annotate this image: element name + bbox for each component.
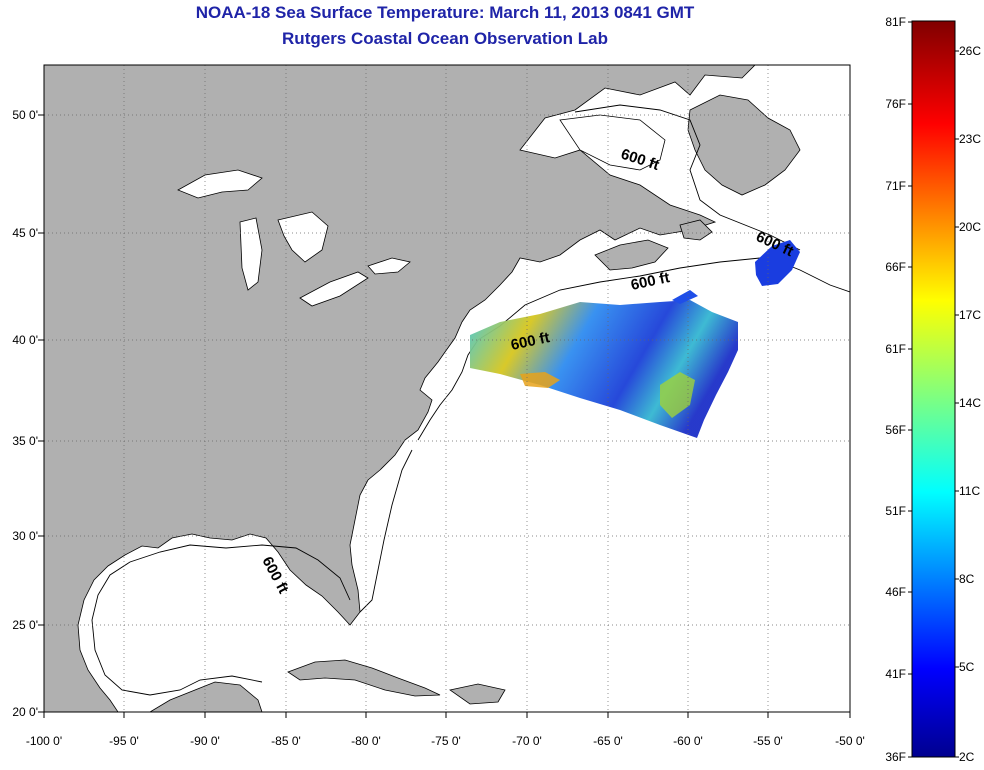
- colorbar-c-label: 2C: [959, 750, 975, 764]
- colorbar-c-label: 20C: [959, 220, 981, 234]
- map-subtitle: Rutgers Coastal Ocean Observation Lab: [282, 29, 608, 48]
- lat-tick-label: 50 0': [12, 108, 38, 122]
- colorbar-f-label: 61F: [885, 342, 906, 356]
- lon-tick-label: -90 0': [190, 734, 220, 748]
- colorbar-c-label: 8C: [959, 572, 975, 586]
- colorbar-c-label: 5C: [959, 660, 975, 674]
- lon-tick-label: -50 0': [835, 734, 865, 748]
- lon-tick-label: -80 0': [351, 734, 381, 748]
- colorbar-celsius-labels: 26C 23C 20C 17C 14C 11C 8C 5C 2C: [955, 44, 981, 764]
- sst-patch-newfoundland: [755, 240, 800, 286]
- lon-tick-label: -55 0': [753, 734, 783, 748]
- lon-tick-label: -95 0': [109, 734, 139, 748]
- lake-superior: [177, 169, 263, 199]
- north-america-land: [44, 65, 756, 712]
- colorbar-f-label: 76F: [885, 97, 906, 111]
- lat-tick-label: 25 0': [12, 618, 38, 632]
- contour-line-florida: [359, 449, 413, 613]
- st-lawrence-gulf: [559, 114, 666, 171]
- contour-line-gulf-stlawrence: [574, 104, 801, 251]
- colorbar: [911, 20, 956, 758]
- lat-tick-label: 30 0': [12, 529, 38, 543]
- colorbar-f-label: 36F: [885, 750, 906, 764]
- colorbar-c-label: 11C: [959, 484, 980, 498]
- longitude-tick-labels: -100 0' -95 0' -90 0' -85 0' -80 0' -75 0' -70…: [26, 712, 865, 748]
- lon-tick-label: -85 0': [271, 734, 301, 748]
- lake-erie: [299, 271, 369, 307]
- sst-warm-patch: [520, 372, 560, 388]
- lat-tick-label: 45 0': [12, 226, 38, 240]
- hispaniola-land: [449, 683, 506, 705]
- colorbar-f-label: 56F: [885, 423, 906, 437]
- colorbar-c-label: 23C: [959, 132, 981, 146]
- lon-tick-label: -75 0': [431, 734, 461, 748]
- colorbar-c-label: 17C: [959, 308, 981, 322]
- lon-tick-label: -70 0': [512, 734, 542, 748]
- sst-green-patch: [660, 372, 695, 418]
- contour-line-gulf: [91, 544, 351, 696]
- lat-tick-label: 40 0': [12, 333, 38, 347]
- colorbar-f-label: 41F: [885, 667, 906, 681]
- nova-scotia-land: [594, 239, 669, 271]
- lake-michigan: [239, 217, 263, 291]
- latitude-tick-labels: 50 0' 45 0' 40 0' 35 0' 30 0' 25 0' 20 0': [12, 108, 44, 719]
- lon-tick-label: -65 0': [593, 734, 623, 748]
- lake-ontario: [367, 257, 411, 275]
- colorbar-f-label: 51F: [885, 504, 906, 518]
- colorbar-c-label: 26C: [959, 44, 981, 58]
- lat-tick-label: 20 0': [12, 705, 38, 719]
- colorbar-fahrenheit-labels: 81F 76F 71F 66F 61F 56F 51F 46F 41F 36F: [885, 15, 912, 764]
- cuba-land: [287, 659, 441, 697]
- colorbar-f-label: 81F: [885, 15, 906, 29]
- map-title: NOAA-18 Sea Surface Temperature: March 1…: [195, 3, 695, 22]
- sst-patch-small: [672, 290, 698, 304]
- colorbar-f-label: 46F: [885, 585, 906, 599]
- lon-tick-label: -60 0': [673, 734, 703, 748]
- yucatan-land: [118, 681, 263, 712]
- colorbar-f-label: 71F: [885, 179, 906, 193]
- colorbar-f-label: 66F: [885, 260, 906, 274]
- lon-tick-label: -100 0': [26, 734, 62, 748]
- lat-tick-label: 35 0': [12, 434, 38, 448]
- colorbar-c-label: 14C: [959, 396, 981, 410]
- map-frame: [43, 64, 851, 713]
- lake-huron: [277, 211, 329, 263]
